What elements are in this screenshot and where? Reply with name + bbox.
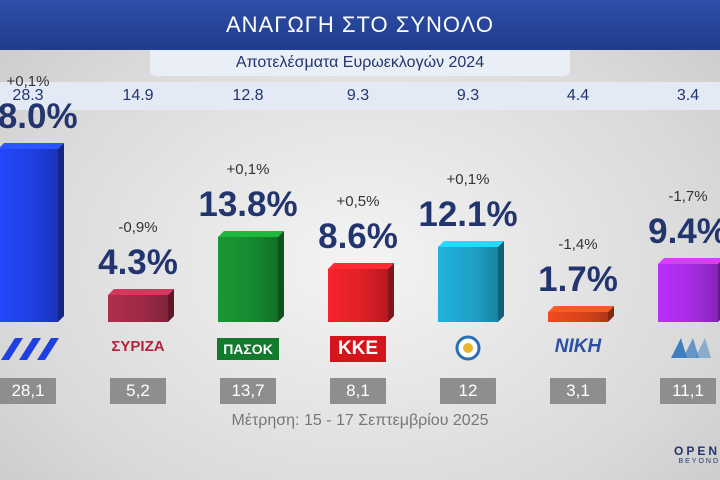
kke-logo-icon: ΚΚΕ bbox=[316, 332, 400, 366]
party-logo-text: ΠΑΣΟΚ bbox=[217, 338, 279, 360]
bar-top-face bbox=[438, 241, 504, 248]
elliniki-lysi-logo-icon bbox=[426, 332, 510, 366]
bar-side-face bbox=[168, 289, 174, 322]
bar-side-face bbox=[278, 230, 284, 322]
niki-logo-icon: ΝΙΚΗ bbox=[536, 332, 620, 366]
change-label: +0,1% bbox=[6, 73, 50, 91]
data-label: 28.0% bbox=[0, 97, 78, 137]
previous-measurement-value: 28,1 bbox=[0, 378, 56, 404]
previous-measurement-value: 11,1 bbox=[660, 378, 716, 404]
bar bbox=[658, 264, 718, 322]
chart-title: ΑΝΑΓΩΓΗ ΣΤΟ ΣΥΝΟΛΟ bbox=[0, 0, 720, 50]
bar bbox=[0, 149, 58, 322]
data-label: 13.8% bbox=[198, 184, 298, 224]
previous-measurement-value: 12 bbox=[440, 378, 496, 404]
change-label: -1,4% bbox=[558, 235, 598, 253]
plefsi-logo-icon-graphic bbox=[671, 338, 711, 358]
pasok-logo-icon: ΠΑΣΟΚ bbox=[206, 332, 290, 366]
change-label: -0,9% bbox=[118, 219, 158, 237]
euro-2024-value: 14.9 bbox=[122, 87, 154, 104]
euro-results-strip bbox=[0, 82, 720, 110]
euro-2024-value: 3.4 bbox=[676, 87, 700, 104]
bar-top-face bbox=[548, 305, 614, 312]
bar bbox=[438, 247, 498, 322]
nd-logo-icon bbox=[0, 332, 70, 366]
bar bbox=[108, 295, 168, 322]
bar bbox=[218, 236, 278, 322]
bar-side-face bbox=[58, 143, 64, 322]
data-label: 1.7% bbox=[538, 259, 618, 299]
chart-subtitle: Αποτελέσματα Ευρωεκλογών 2024 bbox=[150, 50, 570, 76]
data-label: 8.6% bbox=[318, 216, 398, 256]
brand-tagline: BEYOND bbox=[678, 458, 720, 465]
euro-2024-value: 28.3 bbox=[12, 87, 44, 104]
bar-side-face bbox=[498, 241, 504, 322]
plefsi-logo-icon bbox=[646, 332, 720, 366]
previous-measurement-value: 13,7 bbox=[220, 378, 276, 404]
party-logo-text: ΣΥΡΙΖΑ bbox=[111, 338, 165, 355]
euro-2024-value: 4.4 bbox=[566, 87, 590, 104]
syriza-logo-icon: ΣΥΡΙΖΑ bbox=[96, 332, 180, 366]
previous-measurement-value: 3,1 bbox=[550, 378, 606, 404]
bar bbox=[548, 311, 608, 322]
data-label: 4.3% bbox=[98, 243, 178, 283]
bar bbox=[328, 268, 388, 322]
euro-2024-value: 12.8 bbox=[232, 87, 264, 104]
euro-2024-value: 9.3 bbox=[346, 87, 370, 104]
nd-logo-icon-graphic bbox=[1, 338, 59, 360]
elliniki-lysi-logo-icon-graphic bbox=[455, 335, 481, 361]
change-label: -1,7% bbox=[668, 188, 708, 206]
open-brand-logo: OPEN BEYOND bbox=[666, 444, 720, 465]
party-logo-text: ΚΚΕ bbox=[329, 336, 387, 362]
change-label: +0,1% bbox=[446, 171, 490, 189]
bar-top-face bbox=[0, 143, 64, 150]
change-label: +0,5% bbox=[336, 192, 380, 210]
bar-top-face bbox=[658, 258, 720, 265]
party-logo-text: ΝΙΚΗ bbox=[554, 336, 602, 357]
brand-name: OPEN bbox=[673, 444, 720, 458]
change-label: +0,1% bbox=[226, 160, 270, 178]
survey-date-note: Μέτρηση: 15 - 17 Σεπτεμβρίου 2025 bbox=[231, 412, 489, 429]
previous-measurement-value: 8,1 bbox=[330, 378, 386, 404]
euro-2024-value: 9.3 bbox=[456, 87, 480, 104]
bar-top-face bbox=[328, 262, 394, 269]
bar-top-face bbox=[108, 289, 174, 296]
data-label: 9.4% bbox=[648, 212, 720, 252]
bar-top-face bbox=[218, 230, 284, 237]
previous-measurement-value: 5,2 bbox=[110, 378, 166, 404]
bar-side-face bbox=[388, 262, 394, 322]
data-label: 12.1% bbox=[418, 195, 518, 235]
